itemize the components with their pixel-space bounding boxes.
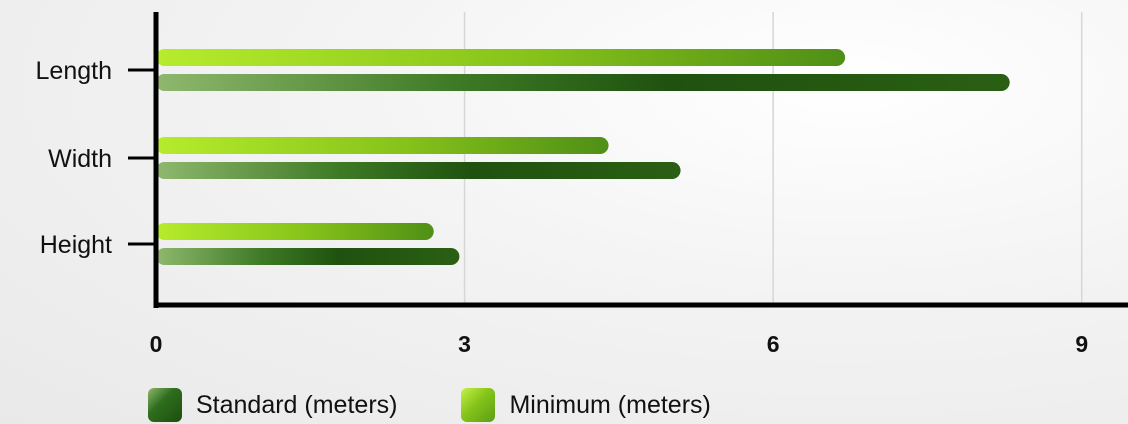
legend-item-standard: Standard (meters) [148, 388, 397, 422]
bar-standard-width [156, 162, 681, 179]
chart-legend: Standard (meters) Minimum (meters) [148, 388, 775, 422]
y-tick-label-width: Width [48, 145, 112, 173]
legend-label-minimum: Minimum (meters) [509, 390, 711, 419]
bar-minimum-length [156, 49, 846, 66]
x-tick-label-9: 9 [1075, 331, 1088, 357]
x-tick-label-6: 6 [767, 331, 780, 357]
bar-minimum-height [156, 223, 434, 240]
legend-item-minimum: Minimum (meters) [461, 388, 711, 422]
y-tick-label-length: Length [36, 57, 112, 85]
y-tick-label-height: Height [40, 231, 112, 259]
legend-swatch-minimum [461, 388, 496, 422]
x-tick-label-3: 3 [458, 331, 471, 357]
x-tick-label-0: 0 [150, 331, 163, 357]
legend-swatch-standard [148, 388, 182, 422]
bar-standard-length [156, 74, 1010, 91]
bar-standard-height [156, 248, 460, 265]
legend-label-standard: Standard (meters) [196, 390, 398, 419]
bar-minimum-width [156, 137, 609, 154]
